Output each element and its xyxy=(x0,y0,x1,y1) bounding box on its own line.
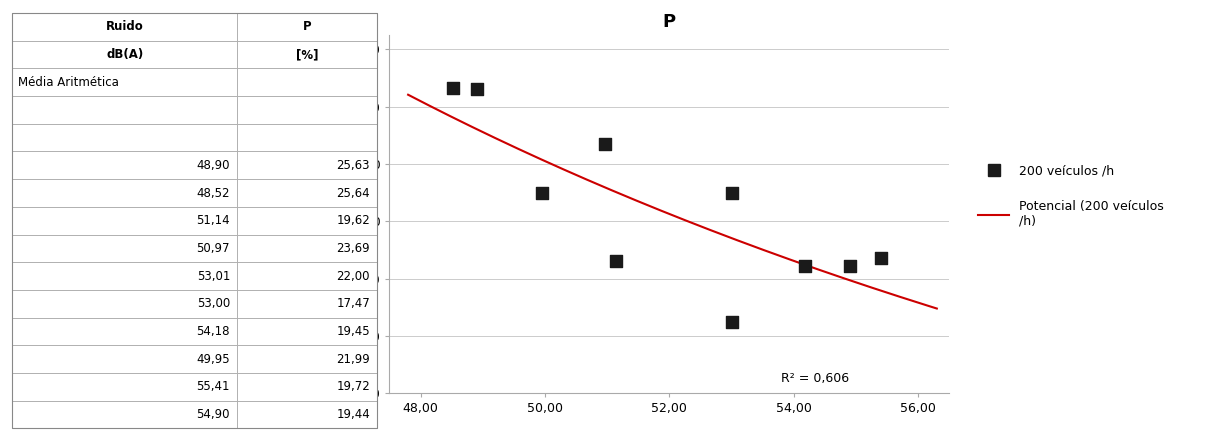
Text: 53,01: 53,01 xyxy=(197,270,230,283)
Text: 48,90: 48,90 xyxy=(196,159,230,172)
Text: 25,64: 25,64 xyxy=(336,187,370,200)
Text: 25,63: 25,63 xyxy=(336,159,370,172)
Text: Ruido: Ruido xyxy=(106,21,144,34)
Point xyxy=(840,263,859,270)
Text: 50,97: 50,97 xyxy=(196,242,230,255)
Text: R² = 0,606: R² = 0,606 xyxy=(781,372,849,385)
Text: 19,45: 19,45 xyxy=(336,325,370,338)
Point xyxy=(443,85,462,92)
Text: dB(A): dB(A) xyxy=(106,48,144,61)
Text: 51,14: 51,14 xyxy=(196,214,230,227)
Text: [%]: [%] xyxy=(296,48,319,61)
Text: 19,44: 19,44 xyxy=(336,408,370,421)
Text: 17,47: 17,47 xyxy=(336,297,370,310)
Text: P: P xyxy=(303,21,312,34)
Text: 19,62: 19,62 xyxy=(336,214,370,227)
Point xyxy=(795,262,814,269)
Text: 21,99: 21,99 xyxy=(336,353,370,366)
Point xyxy=(532,189,551,196)
Text: 54,18: 54,18 xyxy=(196,325,230,338)
Point xyxy=(871,254,891,261)
Point xyxy=(467,85,487,92)
Legend: 200 veículos /h, Potencial (200 veículos
/h): 200 veículos /h, Potencial (200 veículos… xyxy=(978,164,1163,228)
Text: 19,72: 19,72 xyxy=(336,380,370,393)
Text: 49,95: 49,95 xyxy=(196,353,230,366)
Point xyxy=(595,141,615,148)
Text: 53,00: 53,00 xyxy=(197,297,230,310)
Text: 55,41: 55,41 xyxy=(196,380,230,393)
Text: 22,00: 22,00 xyxy=(336,270,370,283)
Text: 54,90: 54,90 xyxy=(196,408,230,421)
Point xyxy=(606,257,626,264)
Text: 23,69: 23,69 xyxy=(336,242,370,255)
Text: 48,52: 48,52 xyxy=(196,187,230,200)
Title: P: P xyxy=(663,13,675,31)
Text: Média Aritmética: Média Aritmética xyxy=(18,76,119,89)
Point xyxy=(722,319,741,326)
Point xyxy=(723,189,742,196)
